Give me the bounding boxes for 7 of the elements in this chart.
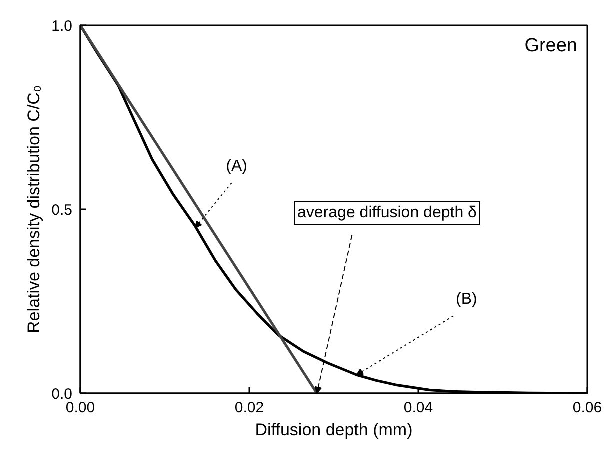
y-tick-label: 1.0 xyxy=(52,18,73,35)
y-axis-title: Relative density distribution C/C₀ xyxy=(24,85,44,334)
x-axis-title: Diffusion depth (mm) xyxy=(255,420,413,440)
x-tick-label: 0.06 xyxy=(572,400,602,416)
x-tick-label: 0.02 xyxy=(234,400,264,416)
x-tick-label: 0.04 xyxy=(404,400,434,416)
y-tick-label: 0.5 xyxy=(52,202,73,219)
